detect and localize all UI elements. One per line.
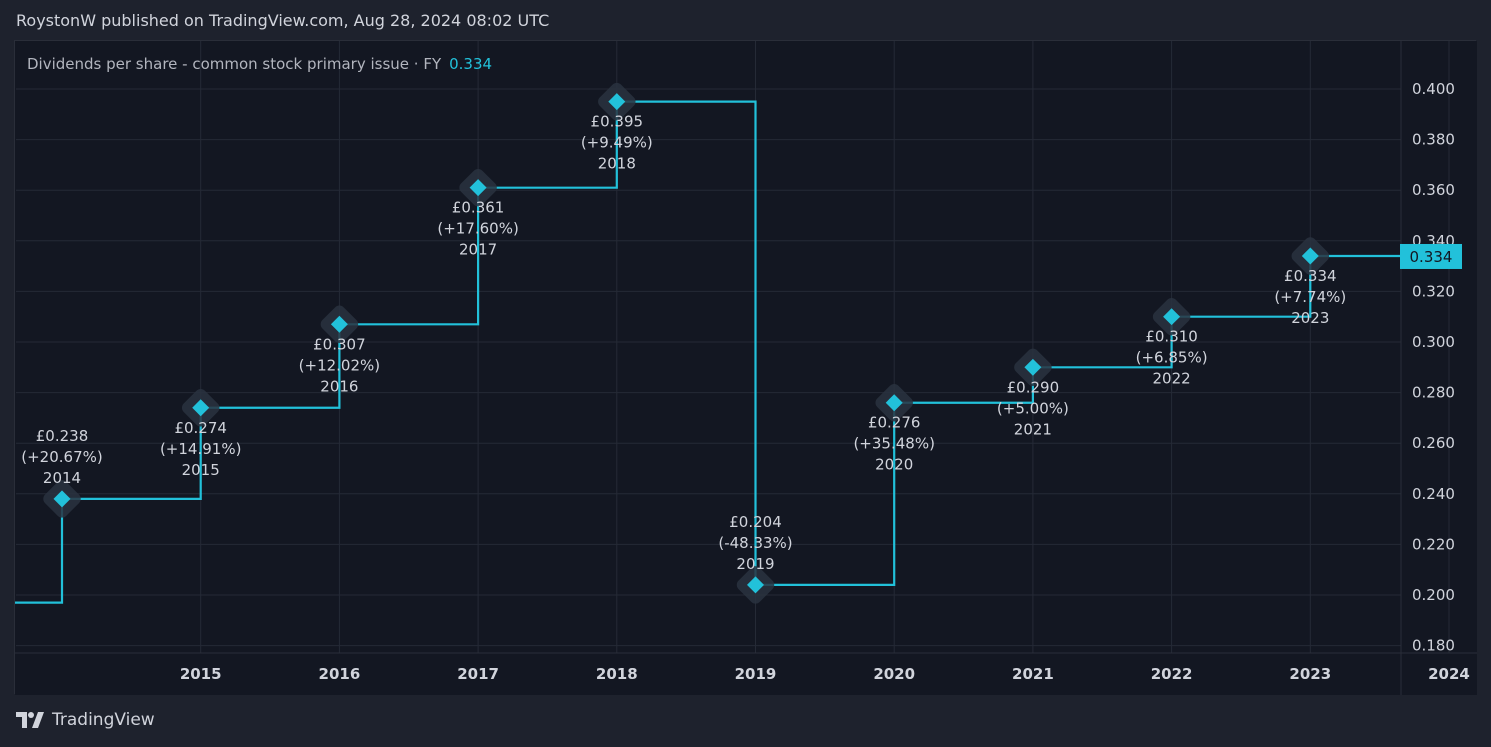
y-tick-label: 0.400	[1412, 80, 1455, 98]
last-value-tag: 0.334	[1400, 243, 1462, 269]
legend-title: Dividends per share - common stock prima…	[27, 55, 442, 73]
diamond-marker-icon	[885, 394, 903, 412]
x-tick-label: 2017	[457, 665, 499, 683]
data-point[interactable]	[734, 564, 776, 606]
data-label-change: (+5.00%)	[997, 399, 1069, 417]
data-point[interactable]	[1150, 295, 1192, 337]
data-label-price: £0.361	[452, 199, 505, 217]
data-label-price: £0.395	[591, 113, 644, 131]
data-label-change: (+9.49%)	[581, 134, 653, 152]
y-tick-label: 0.320	[1412, 282, 1455, 300]
diamond-marker-icon	[330, 315, 348, 333]
last-value-tag-text: 0.334	[1410, 248, 1453, 266]
data-label-year: 2020	[875, 456, 913, 474]
data-point[interactable]	[179, 387, 221, 429]
diamond-marker-icon	[192, 399, 210, 417]
data-point[interactable]	[1289, 235, 1331, 277]
data-label-change: (+35.48%)	[853, 435, 934, 453]
data-label-year: 2023	[1291, 309, 1329, 327]
x-tick-label: 2021	[1012, 665, 1054, 683]
data-label-change: (-48.33%)	[718, 534, 792, 552]
diamond-marker-icon	[608, 93, 626, 111]
tradingview-logo-icon	[16, 712, 44, 728]
data-point[interactable]	[41, 478, 83, 520]
data-label-year: 2016	[320, 377, 358, 395]
data-label-price: £0.307	[313, 335, 366, 353]
data-label-price: £0.276	[868, 414, 921, 432]
last-value-tag-bg	[1400, 243, 1462, 269]
data-label-change: (+20.67%)	[21, 448, 102, 466]
footer-brand: TradingView	[52, 710, 155, 730]
y-tick-label: 0.280	[1412, 384, 1455, 402]
data-label-year: 2022	[1153, 370, 1191, 388]
y-tick-label: 0.240	[1412, 485, 1455, 503]
data-label-year: 2019	[736, 555, 774, 573]
data-label-change: (+12.02%)	[299, 356, 380, 374]
data-point[interactable]	[457, 166, 499, 208]
x-tick-label: 2015	[180, 665, 222, 683]
y-tick-label: 0.360	[1412, 181, 1455, 199]
x-tick-label: 2022	[1151, 665, 1193, 683]
y-tick-label: 0.380	[1412, 131, 1455, 149]
dividend-step-chart[interactable]: 0.4000.3800.3600.3400.3200.3000.2800.260…	[15, 41, 1477, 695]
x-tick-label: 2018	[596, 665, 638, 683]
data-label-price: £0.204	[729, 513, 782, 531]
x-tick-label: 2023	[1289, 665, 1331, 683]
data-point[interactable]	[1012, 346, 1054, 388]
data-point[interactable]	[596, 80, 638, 122]
data-label-price: £0.310	[1145, 328, 1198, 346]
data-label-price: £0.238	[36, 427, 89, 445]
data-label-year: 2014	[43, 469, 81, 487]
x-tick-label: 2024	[1428, 665, 1470, 683]
x-tick-label: 2019	[735, 665, 777, 683]
y-tick-label: 0.300	[1412, 333, 1455, 351]
data-label-year: 2015	[182, 461, 220, 479]
y-tick-label: 0.200	[1412, 586, 1455, 604]
chart-area[interactable]: 0.400 0.380 0.360 0.340 0.320 0.300 0.280 0.260…	[14, 40, 1477, 695]
data-point[interactable]	[318, 303, 360, 345]
data-label-year: 2017	[459, 241, 497, 259]
diamond-marker-icon	[469, 179, 487, 197]
data-point[interactable]	[873, 382, 915, 424]
diamond-marker-icon	[747, 576, 764, 594]
legend-value: 0.334	[449, 55, 493, 73]
data-label-price: £0.290	[1007, 378, 1060, 396]
data-label-year: 2021	[1014, 420, 1052, 438]
series-legend: Dividends per share - common stock prima…	[27, 55, 492, 73]
data-label-price: £0.274	[174, 419, 227, 437]
data-label-change: (+17.60%)	[437, 220, 518, 238]
data-label-change: (+14.91%)	[160, 440, 241, 458]
y-tick-label: 0.260	[1412, 434, 1455, 452]
y-tick-label: 0.180	[1412, 637, 1455, 655]
data-label-price: £0.334	[1284, 267, 1337, 285]
tradingview-branding[interactable]: TradingView	[16, 710, 155, 730]
grid-lines	[16, 41, 1450, 653]
data-label-change: (+6.85%)	[1136, 349, 1208, 367]
x-tick-label: 2020	[873, 665, 915, 683]
data-label-change: (+7.74%)	[1274, 288, 1346, 306]
publisher-info: RoystonW published on TradingView.com, A…	[16, 11, 550, 30]
y-tick-label: 0.220	[1412, 535, 1455, 553]
x-tick-label: 2016	[319, 665, 361, 683]
series-step-line	[15, 100, 1401, 604]
data-label-year: 2018	[598, 155, 636, 173]
